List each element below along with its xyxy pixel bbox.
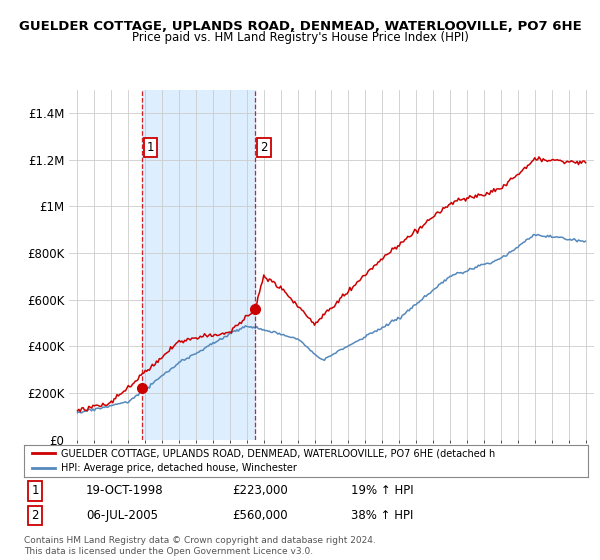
Text: 19-OCT-1998: 19-OCT-1998 xyxy=(86,484,164,497)
Text: £560,000: £560,000 xyxy=(233,509,289,522)
Text: 1: 1 xyxy=(147,142,154,155)
Text: GUELDER COTTAGE, UPLANDS ROAD, DENMEAD, WATERLOOVILLE, PO7 6HE: GUELDER COTTAGE, UPLANDS ROAD, DENMEAD, … xyxy=(19,20,581,32)
Text: 38% ↑ HPI: 38% ↑ HPI xyxy=(351,509,413,522)
Text: HPI: Average price, detached house, Winchester: HPI: Average price, detached house, Winc… xyxy=(61,463,296,473)
Bar xyxy=(142,90,255,440)
Text: GUELDER COTTAGE, UPLANDS ROAD, DENMEAD, WATERLOOVILLE, PO7 6HE (detached h: GUELDER COTTAGE, UPLANDS ROAD, DENMEAD, … xyxy=(61,449,495,459)
Text: 1: 1 xyxy=(32,484,39,497)
Text: 19% ↑ HPI: 19% ↑ HPI xyxy=(351,484,414,497)
Text: 2: 2 xyxy=(32,509,39,522)
Text: 2: 2 xyxy=(260,142,268,155)
Text: 06-JUL-2005: 06-JUL-2005 xyxy=(86,509,158,522)
Text: Contains HM Land Registry data © Crown copyright and database right 2024.
This d: Contains HM Land Registry data © Crown c… xyxy=(24,536,376,556)
Text: Price paid vs. HM Land Registry's House Price Index (HPI): Price paid vs. HM Land Registry's House … xyxy=(131,31,469,44)
Text: £223,000: £223,000 xyxy=(233,484,289,497)
